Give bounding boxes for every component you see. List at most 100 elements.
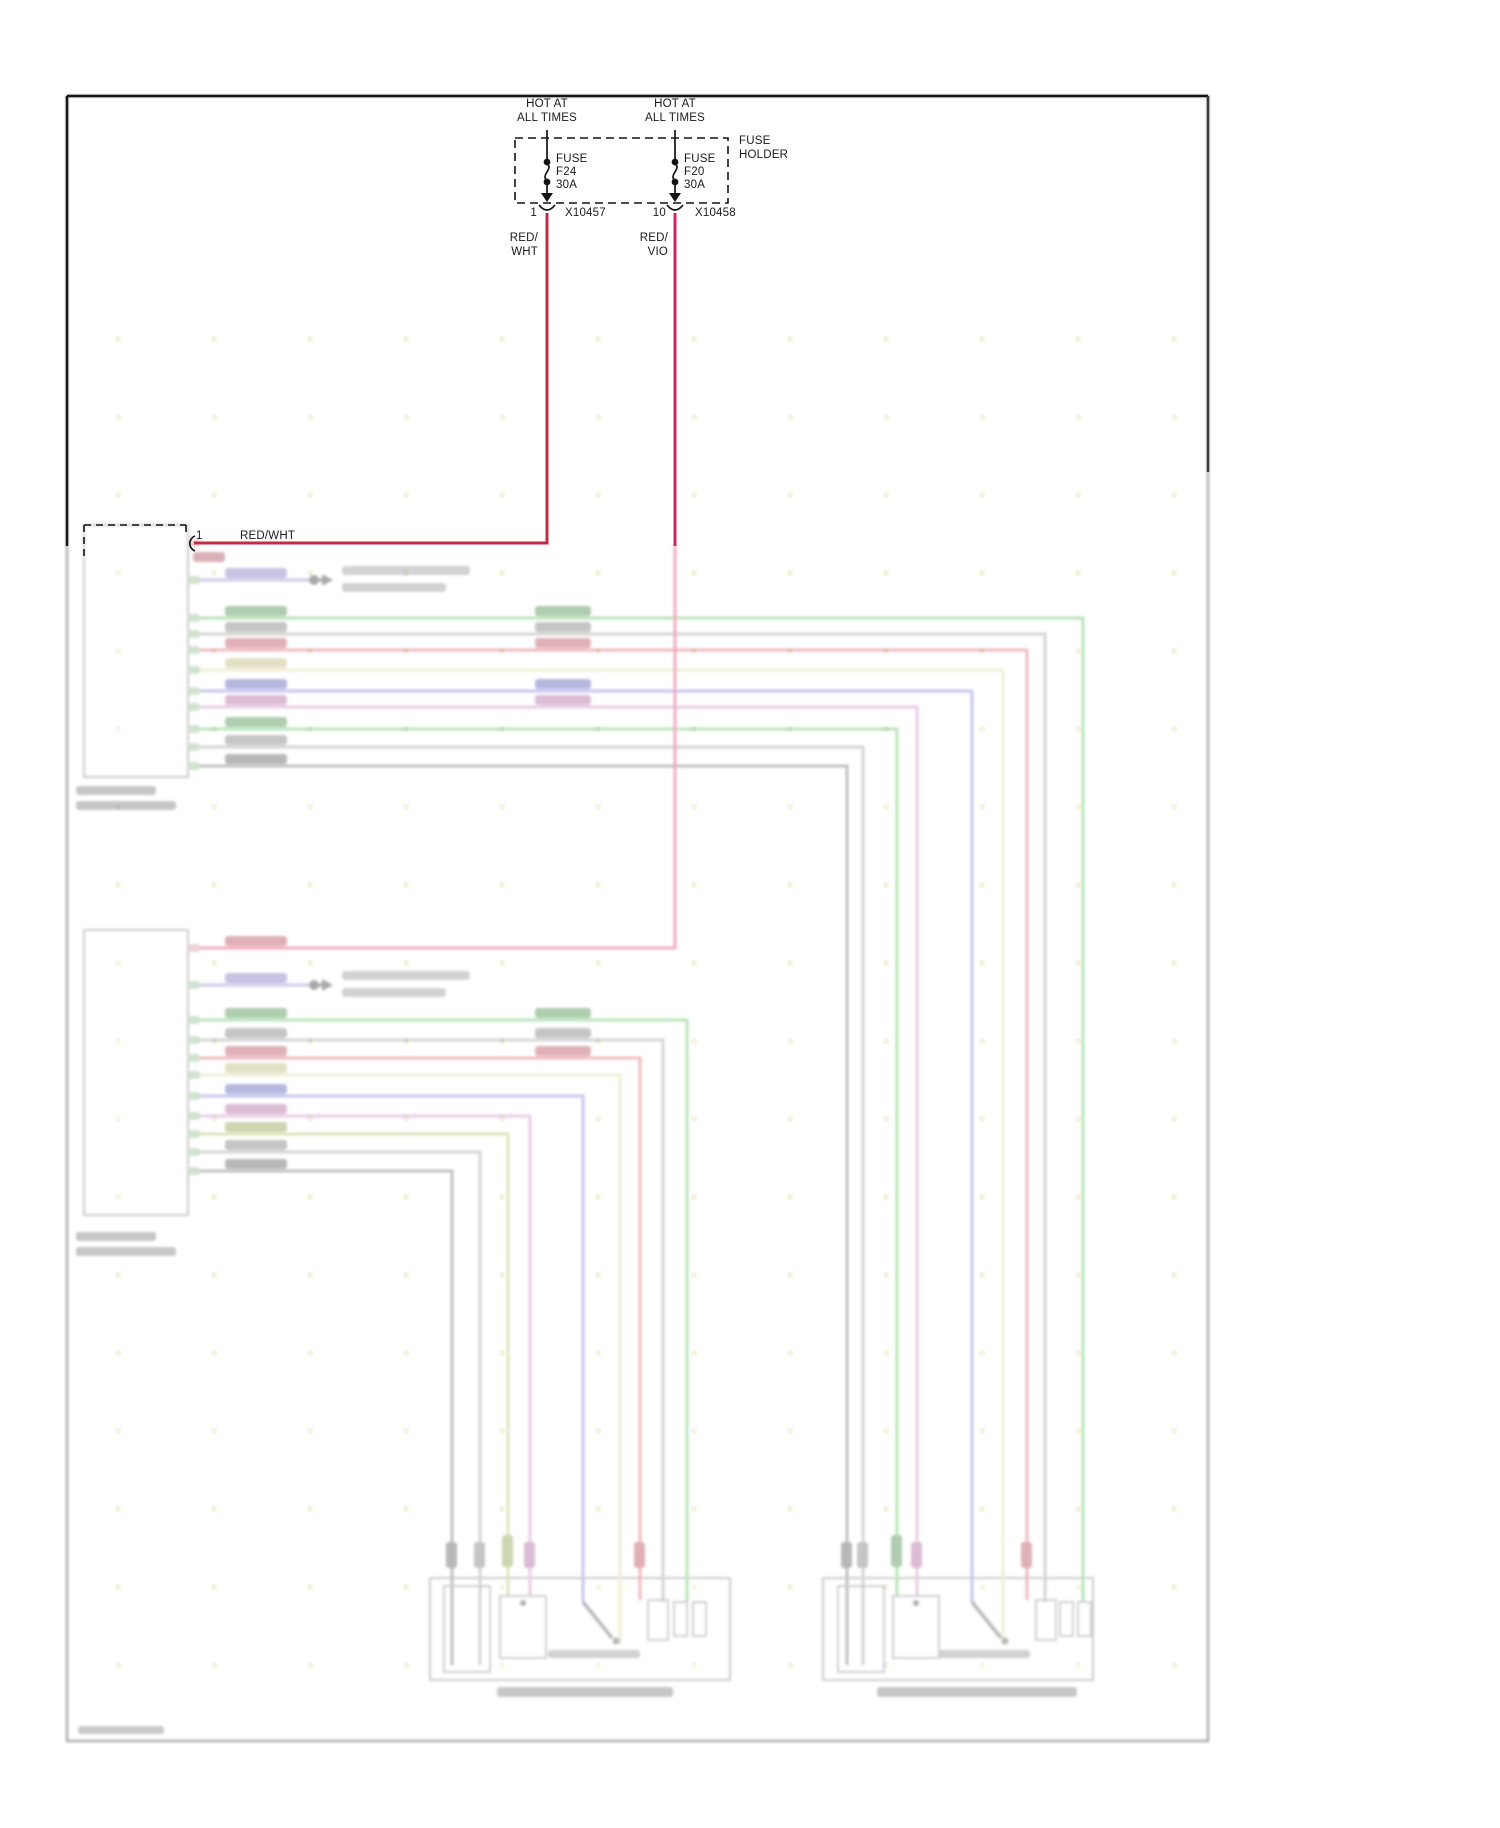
pin-mark — [188, 944, 200, 952]
connector-id-right: X10458 — [695, 207, 736, 219]
blurred-label — [225, 735, 287, 745]
wire-green2 — [196, 727, 899, 1596]
wire-pale — [196, 668, 1005, 1645]
wire-green — [196, 616, 1085, 1602]
sub-contact — [520, 1600, 526, 1606]
blurred-label — [225, 936, 287, 946]
column-connector — [502, 1535, 513, 1567]
blurred-label — [225, 638, 287, 648]
switch-lever — [581, 1600, 614, 1640]
blurred-label — [225, 658, 287, 668]
right-tiny-box — [1059, 1601, 1074, 1637]
blurred-label — [225, 1140, 287, 1150]
pin-mark — [188, 1167, 200, 1175]
wire-blue — [196, 689, 974, 1602]
pin-mark — [188, 576, 200, 584]
blurred-text — [938, 1650, 1030, 1658]
pin-mark — [188, 630, 200, 638]
left-tiny-box — [692, 1601, 707, 1637]
wire-yellowgreen — [196, 1132, 510, 1596]
wire-magenta — [196, 705, 919, 1596]
pin-mark — [188, 1054, 200, 1062]
wire-darkgray — [196, 1169, 454, 1665]
red-vio-continuation — [196, 546, 677, 950]
wire-red — [196, 648, 1029, 1600]
fuse-holder-label-1: FUSE — [739, 135, 771, 147]
fuse-word-left: FUSE — [556, 153, 588, 165]
connector-cup — [538, 204, 556, 211]
blurred-label — [225, 1084, 287, 1094]
blurred-text — [342, 971, 470, 980]
column-connector — [911, 1542, 922, 1568]
pin-mark — [188, 1036, 200, 1044]
module1-pin-arc — [189, 535, 196, 552]
module2-box — [83, 929, 189, 1216]
switch-contact — [1001, 1637, 1009, 1645]
connector-arrow — [322, 574, 333, 586]
blurred-label — [225, 1122, 287, 1132]
red-wht-wire — [194, 213, 549, 545]
pin-mark — [188, 743, 200, 751]
fuse-terminal — [543, 178, 551, 186]
connector-dot — [309, 980, 319, 990]
wire-color-red-vio-2: VIO — [647, 246, 668, 258]
module1-wire-color: RED/WHT — [240, 530, 296, 542]
blurred-label — [225, 1046, 287, 1056]
arrow-down — [669, 193, 681, 202]
fuse-terminal — [671, 158, 679, 166]
wire-blue — [196, 1094, 585, 1602]
wire-gray2 — [196, 1150, 482, 1665]
switch-contact — [612, 1637, 620, 1645]
module1-pin-number: 1 — [196, 530, 203, 542]
right-sub-box — [892, 1595, 940, 1659]
column-connector — [891, 1535, 902, 1567]
pin-mark — [188, 666, 200, 674]
pin-mark — [188, 981, 200, 989]
pin-mark — [188, 1112, 200, 1120]
pin-mark — [188, 1016, 200, 1024]
pin-mark — [188, 762, 200, 770]
fuse-word-right: FUSE — [684, 153, 716, 165]
module1-label — [76, 786, 156, 795]
right-mini-box — [1035, 1599, 1057, 1641]
module1-label — [76, 801, 176, 810]
blurred-label — [225, 754, 287, 764]
footer-note — [78, 1726, 164, 1734]
column-connector — [474, 1542, 485, 1568]
pin-mark — [188, 1130, 200, 1138]
blurred-label — [535, 1028, 591, 1038]
pin-mark — [188, 1148, 200, 1156]
fuse-amp-right: 30A — [684, 179, 706, 191]
pin-mark — [188, 1092, 200, 1100]
right-slot-box — [837, 1585, 885, 1673]
fuse-id-left: F24 — [556, 166, 577, 178]
wire-darkgray — [196, 764, 849, 1665]
connector-pin-left: 1 — [530, 207, 537, 219]
wire-color-red-vio-1: RED/ — [639, 232, 668, 244]
pin-mark — [188, 646, 200, 654]
wire-gray2 — [196, 745, 865, 1665]
blurred-text — [342, 583, 446, 592]
module2-label — [76, 1232, 156, 1241]
left-slot-box — [443, 1585, 491, 1673]
blurred-label — [225, 679, 287, 689]
arrow-down — [541, 193, 553, 202]
module1-box — [83, 524, 189, 778]
connector-arrow — [322, 979, 333, 991]
blurred-label — [225, 1104, 287, 1114]
fuse-terminal — [671, 178, 679, 186]
wire-red — [196, 1056, 642, 1600]
blurred-text — [548, 1650, 640, 1658]
connector-cup — [666, 204, 684, 211]
column-connector — [634, 1542, 645, 1568]
wire-color-red-wht-1: RED/ — [509, 232, 538, 244]
blurred-label — [225, 622, 287, 632]
blurred-label — [535, 622, 591, 632]
wire-color-red-wht-2: WHT — [511, 246, 538, 258]
blurred-label — [535, 606, 591, 616]
blurred-text — [342, 988, 446, 997]
